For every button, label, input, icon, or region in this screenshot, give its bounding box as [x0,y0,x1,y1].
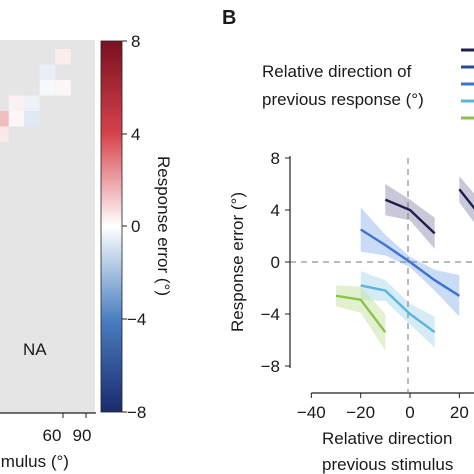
x-tick-label: 0 [405,403,414,422]
heatmap-cell [24,95,40,111]
series-line [360,284,436,334]
colorbar-tick-label: 4 [131,125,140,144]
heatmap-cell [39,64,56,80]
heatmap-na-label: NA [23,340,47,359]
x-tick-label: 20 [450,403,469,422]
series-ci-band [336,285,386,351]
heatmap-x-tick-label: 90 [73,426,92,445]
heatmap-cell [8,95,25,111]
y-tick-label: 8 [271,149,280,168]
legend-title-line1: Relative direction of [262,62,412,81]
series-lines [335,188,474,334]
heatmap-cell [24,111,40,127]
heatmap-x-axis-label: imulus (°) [0,452,69,471]
series-line [384,198,436,235]
legend-swatches [461,48,474,120]
series-line [458,188,474,210]
legend: Relative direction of previous response … [262,48,474,120]
colorbar-label: Response error (°) [154,156,173,296]
heatmap-cell [55,49,71,65]
plot-axes: 8 4 0 −4 −8 −40 −20 0 20 [261,149,474,422]
x-tick-label: −20 [346,403,375,422]
x-axis-label-line2: previous stimulus [322,455,453,474]
heatmap-x-tick-label: 60 [43,426,62,445]
series-line [360,228,460,297]
x-tick-label: −40 [297,403,326,422]
panel-b-letter: B [222,7,236,29]
colorbar-tick-label: −4 [127,310,146,329]
colorbar-tick-label: −8 [127,403,146,422]
y-tick-label: −4 [261,305,280,324]
colorbar: 8 4 0 −4 −8 Response error (°) [100,32,173,422]
heatmap-panel: 60 90 imulus (°) NA [0,40,96,471]
colorbar-gradient [100,40,123,413]
colorbar-tick-label: 0 [131,217,140,236]
x-axis-label-line1: Relative direction [322,429,452,448]
heatmap-cell [0,111,9,127]
legend-title-line2: previous response (°) [262,90,424,109]
heatmap-cell [0,126,9,142]
y-tick-label: 0 [271,253,280,272]
y-axis-label: Response error (°) [228,192,247,332]
line-plot: 8 4 0 −4 −8 −40 −20 0 20 Response error (°) Rela… [228,149,474,474]
heatmap-cell [39,80,56,96]
series-ci-band [385,184,435,249]
confidence-bands [336,176,474,351]
heatmap-cell [8,111,25,127]
heatmap-cells [0,49,71,142]
y-tick-label: 4 [271,201,280,220]
series-line [335,294,387,333]
colorbar-tick-label: 8 [131,32,140,51]
y-tick-label: −8 [261,357,280,376]
heatmap-cell [55,80,71,96]
